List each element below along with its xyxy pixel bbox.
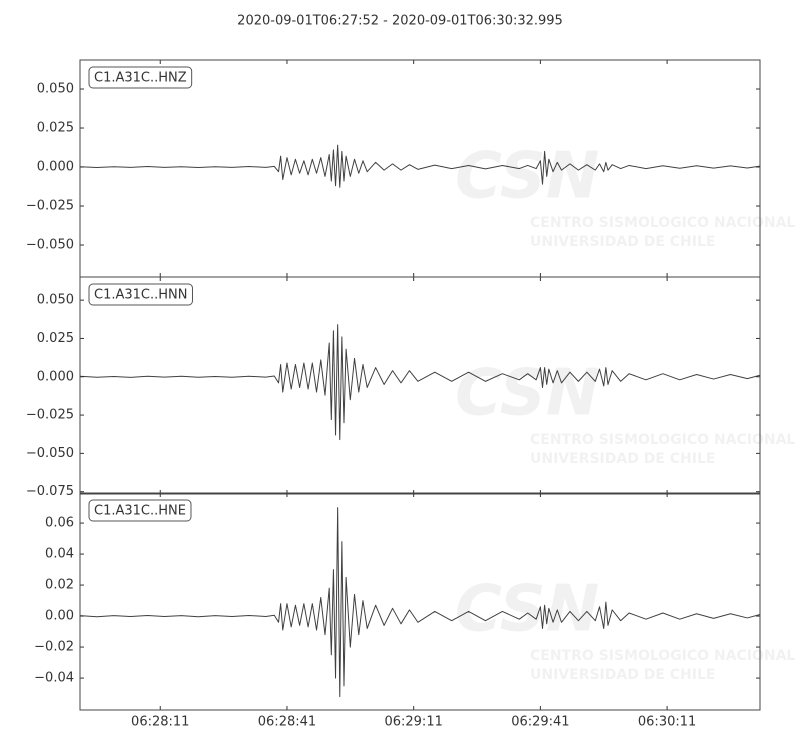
y-tick-label: −0.050 <box>26 446 74 461</box>
x-tick-label: 06:28:11 <box>131 715 189 730</box>
trace-label: C1.A31C..HNN <box>94 288 187 303</box>
watermark-logo: CSN <box>455 140 599 214</box>
watermark-line: UNIVERSIDAD DE CHILE <box>530 667 715 683</box>
x-tick-label: 06:28:41 <box>258 715 316 730</box>
watermark-logo: CSN <box>455 357 599 431</box>
y-tick-label: 0.050 <box>37 82 74 97</box>
trace-label-box <box>88 283 193 306</box>
trace-label-box <box>88 66 193 89</box>
x-tick-label: 06:29:41 <box>511 715 569 730</box>
waveform <box>79 507 761 698</box>
y-tick-label: 0.02 <box>45 578 74 593</box>
y-tick-label: 0.025 <box>37 331 74 346</box>
trace-label-box <box>88 499 192 522</box>
y-tick-label: 0.04 <box>45 547 74 562</box>
chart-title: 2020-09-01T06:27:52 - 2020-09-01T06:30:3… <box>237 14 563 29</box>
y-tick-label: −0.02 <box>34 640 74 655</box>
watermark-line: CENTRO SISMOLOGICO NACIONAL <box>530 215 795 231</box>
y-tick-label: −0.04 <box>34 671 74 686</box>
plot-frame <box>79 492 761 711</box>
watermark-line: UNIVERSIDAD DE CHILE <box>530 234 715 250</box>
y-tick-label: −0.025 <box>26 199 74 214</box>
trace-label: C1.A31C..HNZ <box>94 71 187 86</box>
y-tick-label: 0.025 <box>37 121 74 136</box>
trace-label: C1.A31C..HNE <box>94 504 186 519</box>
y-tick-label: 0.00 <box>45 609 74 624</box>
plot-frame <box>79 276 761 495</box>
waveform <box>79 144 761 188</box>
y-tick-label: 0.000 <box>37 160 74 175</box>
y-tick-label: 0.000 <box>37 369 74 384</box>
x-tick-label: 06:29:11 <box>384 715 442 730</box>
waveform <box>79 324 761 441</box>
y-tick-label: 0.050 <box>37 293 74 308</box>
watermark-line: CENTRO SISMOLOGICO NACIONAL <box>530 432 795 448</box>
y-tick-label: −0.050 <box>26 238 74 253</box>
y-tick-label: −0.075 <box>26 484 74 499</box>
x-tick-label: 06:30:11 <box>638 715 696 730</box>
y-tick-label: −0.025 <box>26 408 74 423</box>
watermark-logo: CSN <box>455 573 599 647</box>
y-tick-label: 0.06 <box>45 516 74 531</box>
watermark-line: UNIVERSIDAD DE CHILE <box>530 451 715 467</box>
watermark-line: CENTRO SISMOLOGICO NACIONAL <box>530 648 795 664</box>
